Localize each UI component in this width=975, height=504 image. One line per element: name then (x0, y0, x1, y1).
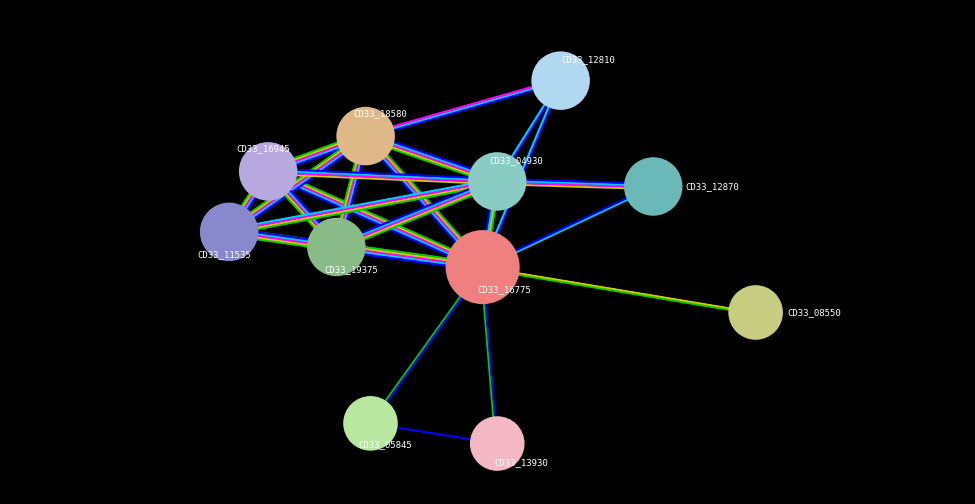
Text: CD33_13930: CD33_13930 (494, 458, 549, 467)
Text: CD33_05845: CD33_05845 (358, 440, 412, 449)
Ellipse shape (307, 218, 366, 276)
Ellipse shape (239, 142, 297, 201)
Ellipse shape (200, 203, 258, 261)
Text: CD33_12810: CD33_12810 (561, 55, 615, 64)
Text: CD33_04930: CD33_04930 (489, 156, 544, 165)
Text: CD33_11535: CD33_11535 (197, 250, 252, 259)
Text: CD33_16945: CD33_16945 (236, 144, 291, 153)
Ellipse shape (470, 416, 525, 471)
Ellipse shape (468, 152, 526, 211)
Text: CD33_16775: CD33_16775 (477, 285, 531, 294)
Text: CD33_08550: CD33_08550 (787, 308, 841, 317)
Ellipse shape (531, 51, 590, 110)
Ellipse shape (343, 396, 398, 451)
Text: CD33_19375: CD33_19375 (324, 265, 378, 274)
Ellipse shape (624, 157, 682, 216)
Ellipse shape (446, 230, 520, 304)
Text: CD33_12870: CD33_12870 (684, 182, 739, 191)
Text: CD33_18580: CD33_18580 (353, 109, 408, 118)
Ellipse shape (336, 107, 395, 165)
Ellipse shape (728, 285, 783, 340)
